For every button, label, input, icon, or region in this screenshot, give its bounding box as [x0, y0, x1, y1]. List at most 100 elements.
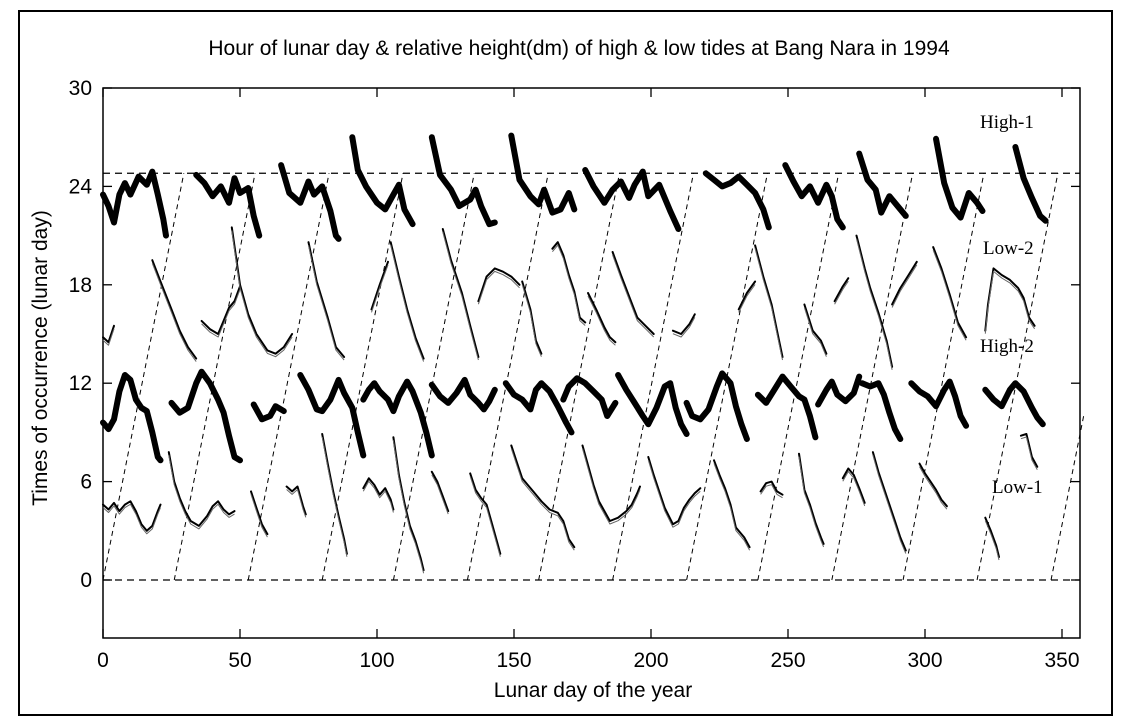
series-line: [510, 444, 576, 549]
guide-line: [466, 173, 549, 581]
guide-line: [757, 173, 840, 581]
series-line: [754, 244, 784, 358]
series-line-band: [582, 448, 641, 525]
series-line: [370, 260, 389, 311]
series-line: [855, 234, 894, 368]
guide-line: [392, 173, 475, 581]
series-line: [100, 372, 164, 464]
series-line-band: [713, 463, 751, 551]
series-line: [560, 375, 619, 419]
series-line-band: [1020, 436, 1038, 471]
series-line-band: [308, 245, 345, 361]
series-line-band: [738, 284, 756, 313]
series-line: [841, 467, 866, 504]
series-line: [430, 470, 450, 513]
guide-line: [321, 173, 404, 581]
x-tick-label: 200: [633, 649, 668, 672]
annotation-high-1: High-1: [980, 112, 1034, 133]
series-line-band: [151, 263, 197, 362]
series-line-band: [231, 230, 293, 358]
series-line: [100, 168, 169, 239]
y-tick-label: 24: [69, 175, 93, 198]
series-line-band: [102, 328, 115, 346]
series-line: [713, 459, 751, 549]
series-line: [250, 490, 269, 536]
x-axis-label: Lunar day of the year: [494, 679, 692, 702]
x-tick-label: 250: [770, 649, 805, 672]
series-line: [360, 378, 435, 459]
x-tick-label: 50: [228, 649, 251, 672]
guide-line: [247, 173, 330, 581]
series-line: [982, 380, 1046, 428]
series-line: [250, 401, 287, 423]
series-line: [285, 485, 307, 516]
series-line: [193, 171, 263, 239]
series-line: [615, 372, 690, 437]
series-line: [230, 226, 294, 355]
x-tick-label: 100: [359, 649, 394, 672]
series-line-band: [521, 284, 542, 357]
series-line-band: [587, 295, 616, 346]
series-line: [551, 241, 587, 324]
guide-line: [612, 173, 694, 581]
plot-background: [102, 87, 1081, 639]
series-line-band: [803, 307, 827, 357]
series-line: [798, 452, 825, 545]
series-line: [803, 303, 828, 355]
series-line-band: [984, 270, 1036, 334]
series-line-band: [477, 270, 520, 305]
series-line: [349, 134, 416, 228]
series-line: [102, 324, 115, 344]
series-line-band: [647, 459, 701, 528]
series-line: [362, 477, 395, 511]
series-line-band: [919, 466, 948, 510]
series-line: [759, 480, 784, 496]
series-line: [200, 285, 241, 335]
series-line-band: [469, 476, 501, 557]
guide-line: [976, 173, 1059, 581]
series-line: [782, 162, 846, 231]
series-line: [428, 134, 498, 228]
series-line: [441, 228, 480, 358]
x-tick-label: 350: [1044, 649, 1079, 672]
series-line-band: [442, 231, 479, 361]
series-line-band: [390, 245, 425, 362]
guide-line: [831, 173, 914, 581]
series-line-band: [250, 494, 268, 538]
series-line: [737, 280, 757, 311]
series-line: [102, 500, 162, 532]
series-line: [647, 456, 702, 526]
reference-lines: [103, 172, 1080, 581]
y-tick-label: 12: [69, 372, 92, 395]
axis-ticks: 0 50 100 150 200 250 300 350 0 6 12 18 24 30: [69, 77, 1080, 672]
series-line-band: [612, 254, 655, 338]
guide-line: [173, 173, 256, 581]
series-line-band: [891, 264, 918, 308]
chart-title: Hour of lunar day & relative height(dm) …: [208, 37, 950, 60]
series-line: [297, 372, 367, 459]
series-line: [477, 267, 521, 303]
series-line: [502, 380, 575, 436]
series-line: [871, 451, 907, 552]
series-line: [587, 292, 617, 344]
series-line-band: [672, 317, 696, 338]
series-line-band: [510, 448, 575, 551]
series-line: [918, 462, 948, 508]
series-line: [856, 150, 909, 219]
series-line: [671, 313, 696, 335]
series-line-band: [201, 289, 241, 338]
guide-line: [902, 173, 985, 581]
series-line-band: [872, 454, 907, 554]
series-line-band: [286, 489, 307, 518]
series-line-band: [834, 280, 849, 305]
series-line: [508, 132, 578, 216]
series-low-1: [102, 433, 1039, 574]
series-line-band: [984, 520, 1000, 561]
figure-frame: [18, 10, 1113, 716]
series-line: [815, 373, 863, 408]
series-line: [321, 433, 348, 555]
series-line: [891, 260, 918, 306]
series-line: [307, 241, 346, 358]
series-line-band: [371, 264, 389, 313]
plot-area: 0 50 100 150 200 250 300 350 0 6 12 18 24 30: [69, 77, 1085, 672]
